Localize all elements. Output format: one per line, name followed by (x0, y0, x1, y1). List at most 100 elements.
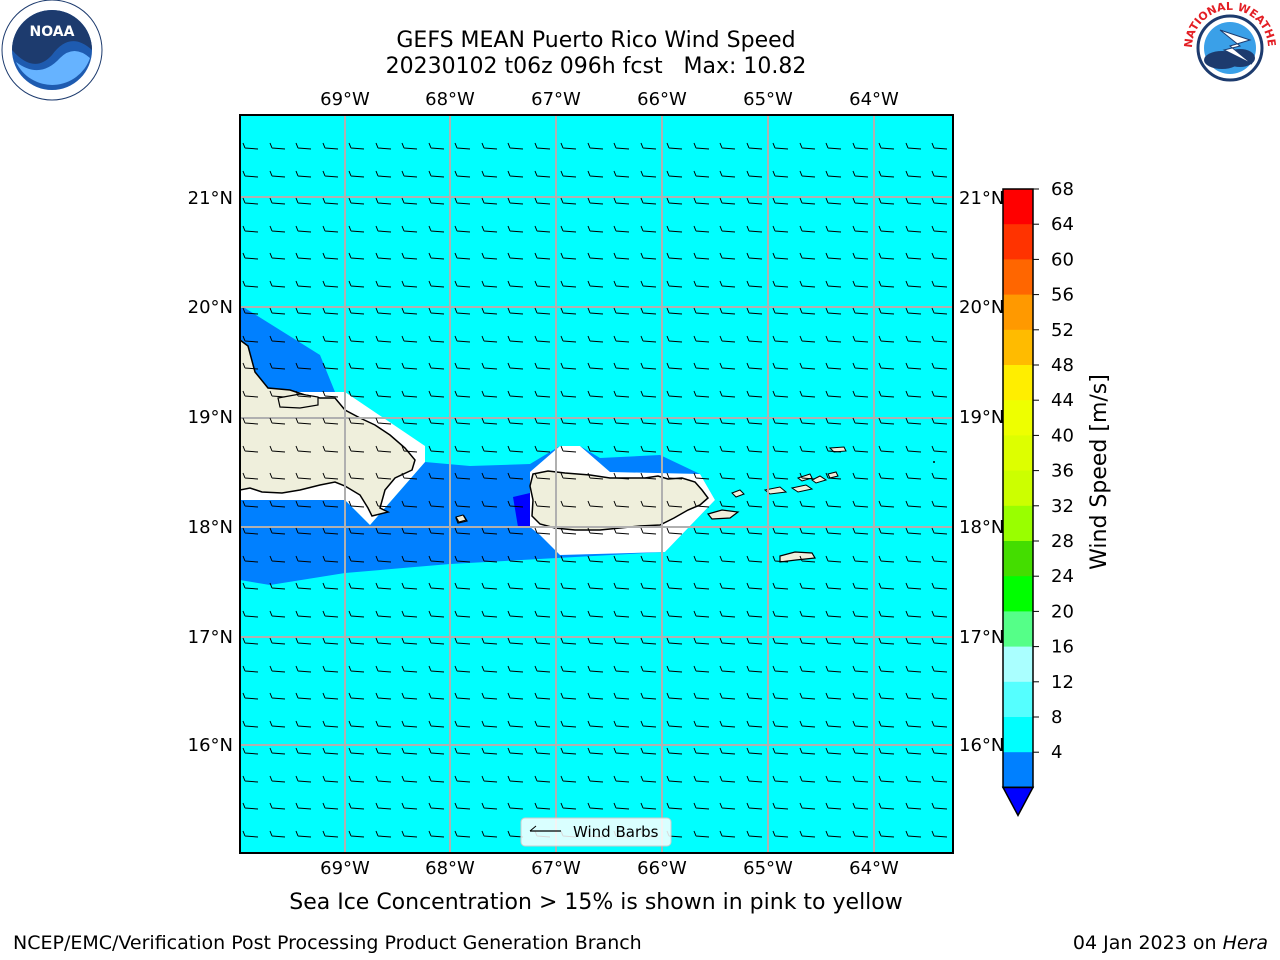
colorbar-tick-label: 28 (1051, 531, 1074, 552)
colorbar: 68 64 60 56 52 48 44 40 36 32 28 24 20 16 12 8 4 (1001, 179, 1074, 817)
wind-barb (666, 720, 683, 728)
wind-barb (401, 307, 418, 315)
wind-barb (852, 582, 869, 590)
wind-barb (640, 555, 657, 563)
wind-barb (534, 335, 551, 343)
wind-barb (640, 747, 657, 755)
wind-barb (640, 197, 657, 205)
wind-barb (534, 252, 551, 260)
wind-barb (905, 527, 922, 535)
wind-barb (242, 720, 259, 728)
wind-barb (852, 307, 869, 315)
lat-label-left: 20°N (188, 297, 233, 318)
wind-barb (507, 142, 524, 150)
wind-barb (428, 390, 445, 398)
wind-barb (481, 252, 498, 260)
wind-barb (931, 527, 948, 535)
wind-barb (878, 747, 895, 755)
wind-barb (719, 527, 736, 535)
land-virgin-islands (763, 446, 847, 495)
wind-barb (613, 555, 630, 563)
wind-barb (507, 170, 524, 178)
wind-barb (348, 665, 365, 673)
wind-barb (295, 692, 312, 700)
wind-barb (507, 417, 524, 425)
wind-barb (719, 802, 736, 810)
wind-barb (481, 802, 498, 810)
wind-barb (878, 500, 895, 508)
wind-barb (719, 747, 736, 755)
wind-barb (481, 445, 498, 453)
wind-barb (640, 307, 657, 315)
wind-barb (931, 362, 948, 370)
wind-barb (825, 335, 842, 343)
wind-barb (852, 747, 869, 755)
wind-barb (772, 142, 789, 150)
wind-barb (693, 555, 710, 563)
wind-barb (613, 307, 630, 315)
wind-barb (931, 637, 948, 645)
wind-barb (719, 197, 736, 205)
wind-barb (295, 472, 312, 480)
wind-barb (322, 582, 339, 590)
land-puerto-rico (529, 470, 710, 531)
wind-barb (560, 637, 577, 645)
wind-barb (905, 472, 922, 480)
wind-barb (428, 720, 445, 728)
wind-barb (825, 142, 842, 150)
wind-barb (799, 142, 816, 150)
wind-barb (693, 390, 710, 398)
wind-barb (507, 197, 524, 205)
wind-barb (507, 802, 524, 810)
wind-barb (852, 720, 869, 728)
wind-barb (693, 335, 710, 343)
wind-barb (931, 417, 948, 425)
wind-barb (719, 692, 736, 700)
wind-barb (507, 390, 524, 398)
wind-barb (269, 225, 286, 233)
wind-barb (481, 665, 498, 673)
wind-barb (454, 802, 471, 810)
wind-barb (693, 830, 710, 838)
wind-barb (242, 335, 259, 343)
wind-barb (242, 170, 259, 178)
wind-barb (560, 500, 577, 508)
wind-barb (905, 252, 922, 260)
wind-barb (799, 555, 816, 563)
wind-barb (481, 142, 498, 150)
wind-barb (666, 802, 683, 810)
wind-barb (666, 665, 683, 673)
wind-barb (587, 637, 604, 645)
colorbar-segment (1003, 717, 1033, 753)
wind-barb (772, 362, 789, 370)
wind-barb (666, 390, 683, 398)
wind-barb (269, 252, 286, 260)
lat-label-right: 16°N (959, 735, 1004, 756)
wind-barb (401, 665, 418, 673)
wind-barb (772, 527, 789, 535)
wind-barb (931, 225, 948, 233)
wind-barb (878, 445, 895, 453)
wind-barb (534, 170, 551, 178)
wind-barb (613, 170, 630, 178)
wind-barb (401, 747, 418, 755)
wind-barb (454, 692, 471, 700)
wind-barb (746, 197, 763, 205)
wind-barb (666, 335, 683, 343)
wind-barb (269, 555, 286, 563)
wind-barb (428, 142, 445, 150)
wind-barb (719, 637, 736, 645)
wind-barb (666, 472, 683, 480)
wind-barb (640, 610, 657, 618)
wind-barb (428, 307, 445, 315)
wind-barb (242, 665, 259, 673)
masked-area (240, 392, 715, 555)
wind-barb (534, 445, 551, 453)
wind-barb (560, 527, 577, 535)
wind-barb (322, 445, 339, 453)
wind-barb (348, 610, 365, 618)
wind-barb (401, 720, 418, 728)
wind-barb (640, 445, 657, 453)
wind-barb (348, 747, 365, 755)
wind-barb (322, 362, 339, 370)
